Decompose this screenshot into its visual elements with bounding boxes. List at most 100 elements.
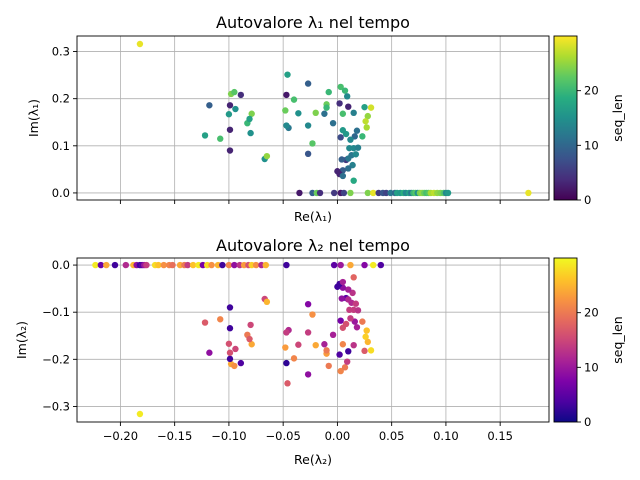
data-point [282, 344, 289, 351]
data-point [160, 261, 168, 269]
data-point [353, 324, 361, 331]
colorbar-tick-label: 10 [584, 138, 599, 152]
y-tick-label: −0.2 [42, 352, 70, 366]
chart-title: Autovalore λ₁ nel tempo [216, 13, 410, 32]
data-point [304, 371, 312, 378]
colorbar-tick-label: 0 [584, 415, 591, 429]
colorbar-frame [553, 257, 578, 423]
data-point [359, 318, 366, 325]
data-point [345, 296, 352, 303]
data-point [248, 341, 255, 348]
data-point [343, 93, 351, 100]
data-point [341, 364, 349, 371]
data-point [347, 136, 354, 143]
data-point [337, 317, 344, 324]
data-point [252, 261, 260, 269]
data-point [330, 189, 338, 197]
colorbar-tick-label: 10 [584, 360, 599, 374]
data-point [136, 410, 144, 418]
data-point [248, 110, 255, 117]
data-point [201, 132, 209, 139]
data-point [226, 304, 234, 311]
data-point [290, 355, 298, 362]
data-point [225, 261, 233, 269]
data-point [347, 261, 354, 269]
data-point [284, 71, 291, 78]
data-point [295, 110, 302, 117]
data-point [325, 88, 332, 96]
axes-frame [76, 35, 550, 201]
data-point [206, 349, 213, 356]
data-point [370, 261, 377, 269]
data-point [226, 349, 234, 356]
y-tick-label: −0.3 [42, 399, 70, 413]
data-point [225, 111, 233, 118]
data-point [304, 80, 312, 87]
data-point [226, 147, 234, 154]
plot-area [77, 258, 549, 422]
data-point [219, 261, 226, 269]
data-point [359, 133, 366, 140]
data-point [444, 189, 452, 197]
data-point [342, 130, 350, 138]
y-tick-label: 0.3 [52, 45, 70, 59]
colorbar-frame [553, 35, 578, 201]
data-point [304, 150, 312, 158]
data-point [337, 83, 344, 91]
y-tick-label: −0.1 [42, 305, 70, 319]
data-point [351, 318, 358, 325]
data-point [246, 335, 253, 343]
plot-area [77, 36, 549, 200]
data-point [232, 345, 239, 353]
data-point [247, 129, 254, 137]
data-point [226, 126, 234, 133]
data-point [290, 96, 298, 103]
y-tick-label: 0.1 [52, 139, 70, 153]
data-point [345, 155, 352, 162]
data-point [345, 286, 352, 293]
data-point [217, 316, 224, 323]
data-point [345, 103, 352, 110]
data-point [354, 307, 362, 314]
y-axis-label: Im(λ₂) [14, 321, 29, 359]
data-point [231, 261, 238, 269]
y-tick-label: 0.2 [52, 92, 70, 106]
data-point [309, 140, 316, 147]
data-point [283, 91, 290, 99]
data-point [351, 133, 358, 140]
data-point [363, 124, 370, 131]
data-point [347, 189, 354, 197]
x-tick-label: 0.05 [379, 429, 405, 443]
axes-frame [76, 257, 550, 423]
chart-title: Autovalore λ₂ nel tempo [216, 236, 410, 255]
data-point [263, 298, 271, 306]
data-point [329, 119, 337, 127]
x-tick-label: 0.00 [325, 429, 351, 443]
data-point [350, 177, 357, 184]
data-point [349, 289, 356, 297]
data-point [330, 261, 338, 269]
data-point [283, 359, 290, 367]
data-point [97, 261, 105, 269]
x-tick-label: 0.15 [487, 429, 513, 443]
data-point [363, 327, 370, 334]
data-point [312, 109, 319, 117]
data-point [231, 362, 238, 370]
data-point [247, 321, 254, 329]
data-point [367, 104, 375, 111]
data-point [362, 333, 369, 340]
data-point [337, 134, 344, 141]
data-point [189, 261, 197, 269]
data-point [364, 112, 371, 120]
data-point [169, 261, 176, 269]
data-point [525, 189, 532, 197]
data-point [325, 362, 332, 370]
data-point [352, 300, 360, 307]
data-point [340, 189, 348, 197]
data-point [354, 144, 362, 151]
data-point [323, 347, 330, 354]
data-point [341, 87, 349, 94]
data-point [122, 261, 130, 269]
data-point [345, 348, 352, 355]
